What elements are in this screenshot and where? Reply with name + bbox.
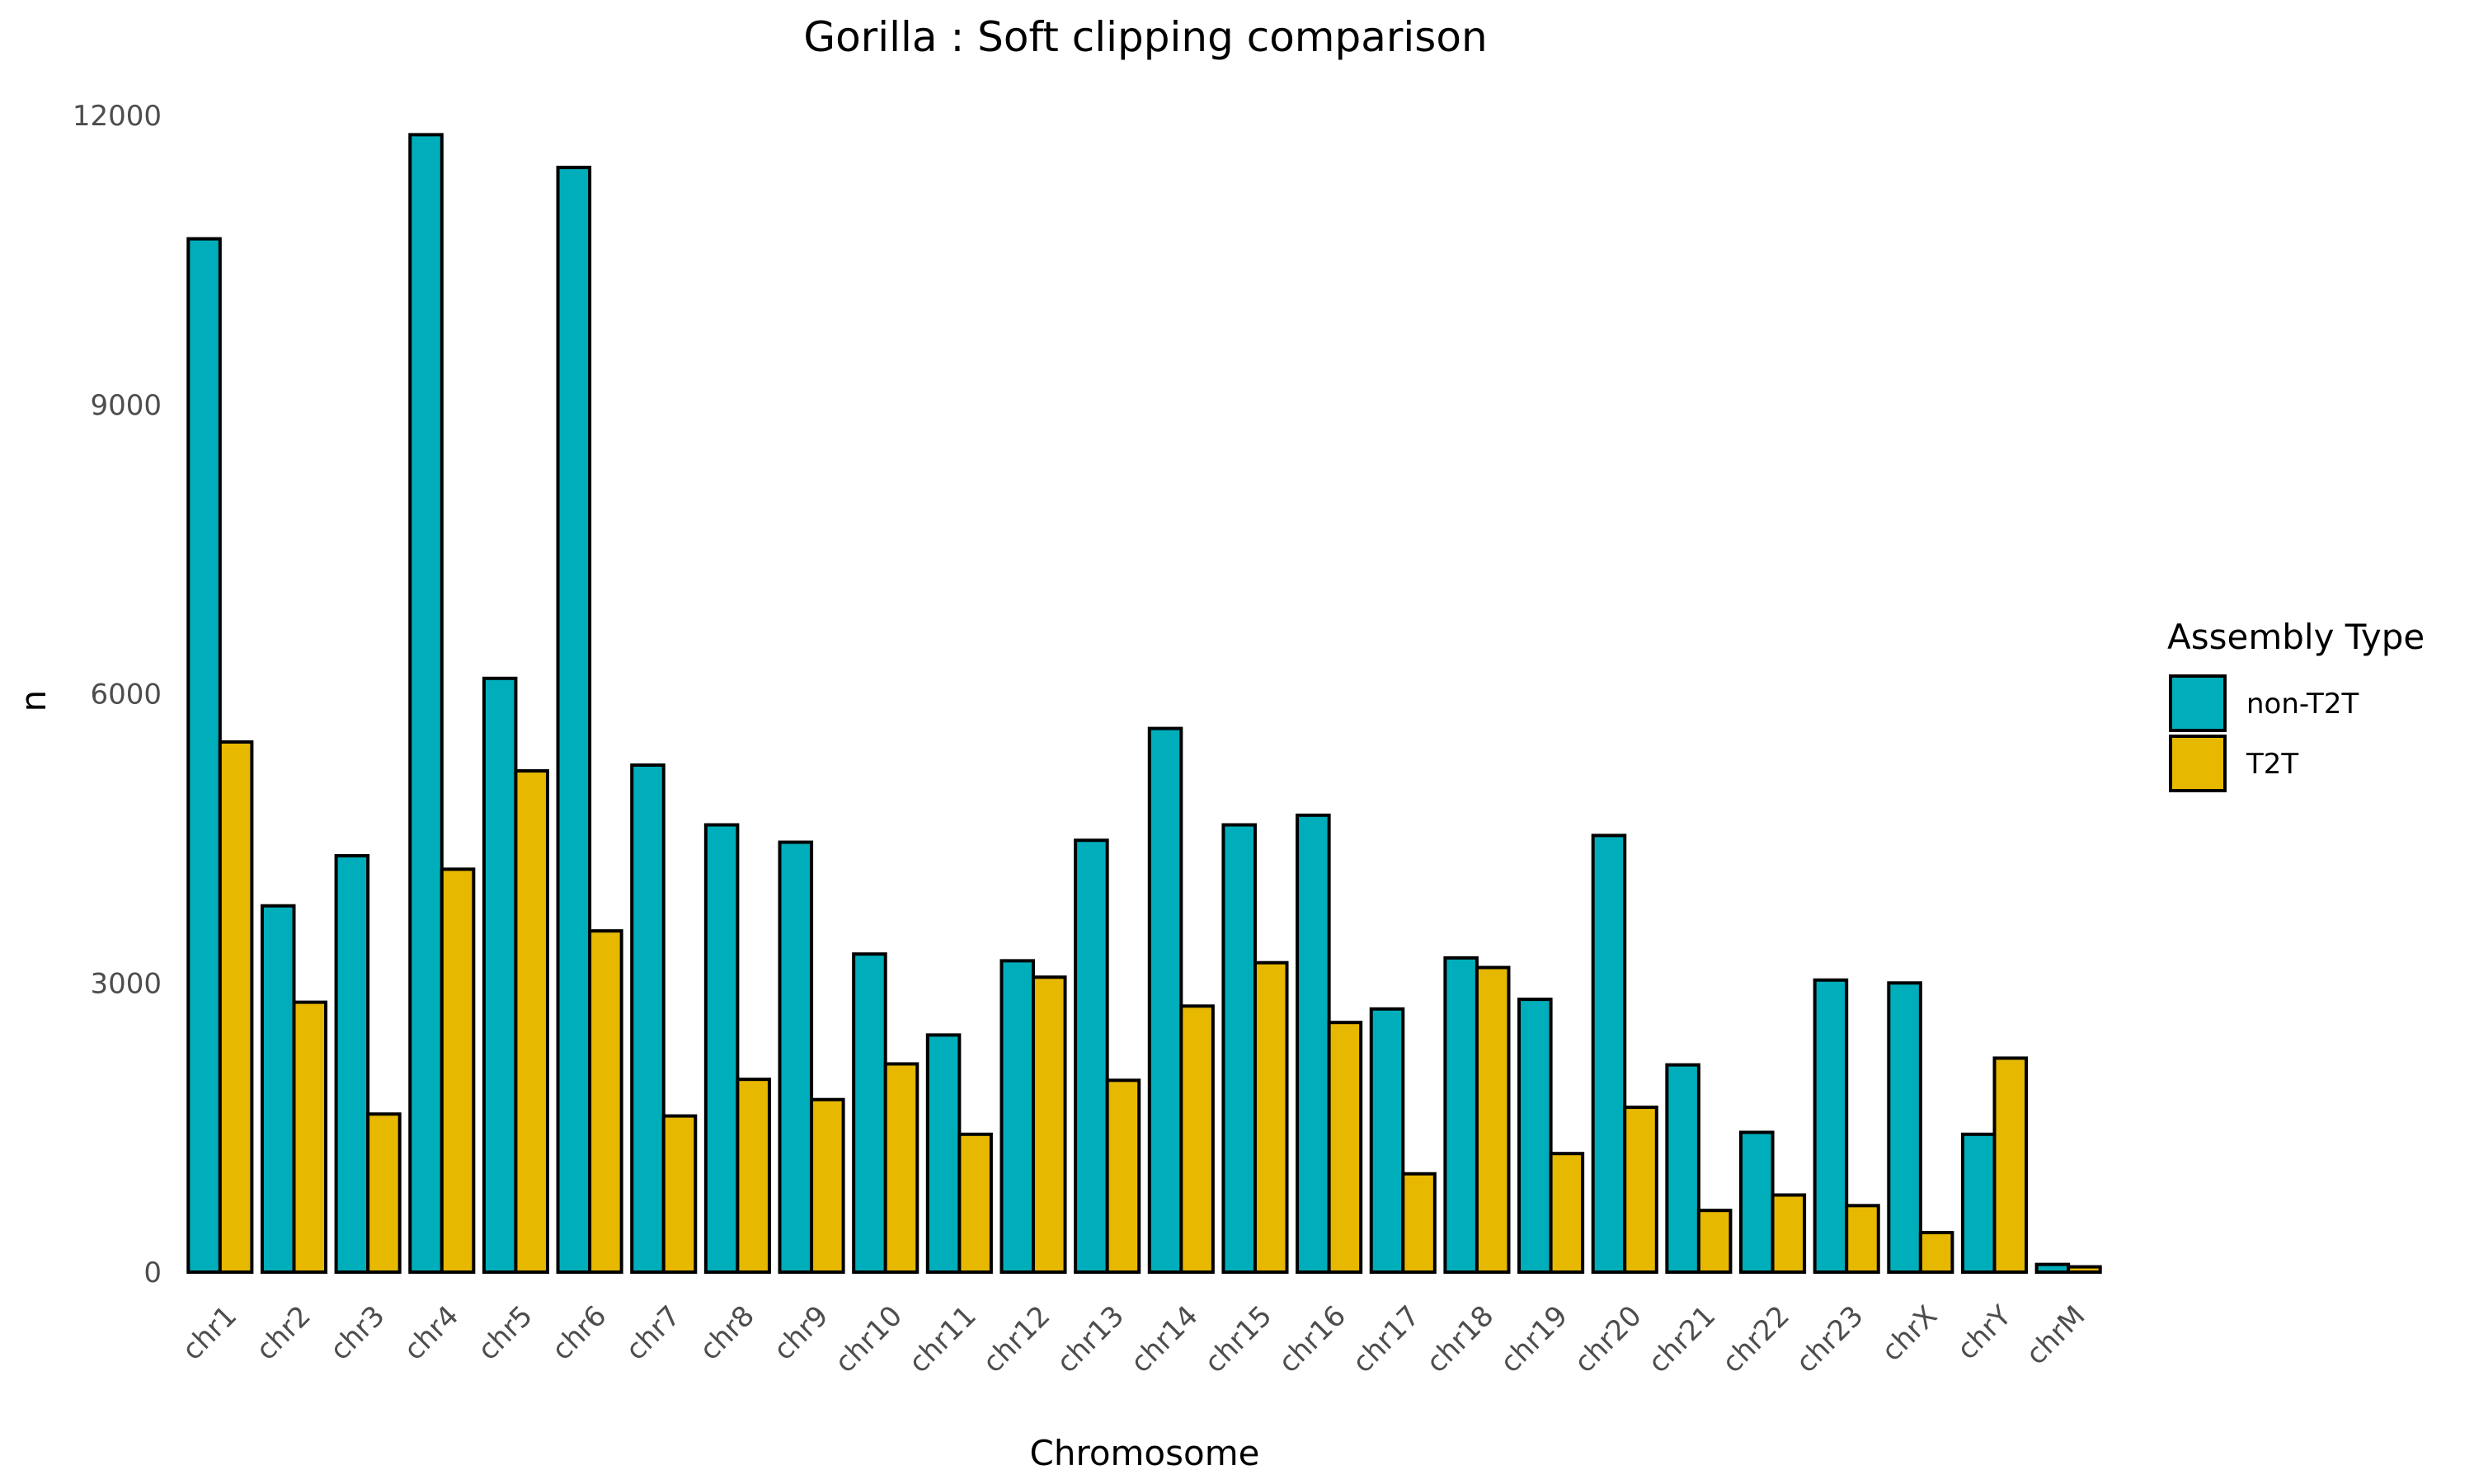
x-tick-label: chr22 [1716,1299,1796,1379]
bar-chr21-T2T [1696,1209,1733,1275]
x-tick-label: chr6 [546,1299,614,1367]
x-tick-label: chr21 [1642,1299,1722,1379]
bar-chr4-non-T2T [408,133,444,1274]
bar-chr8-non-T2T [703,823,740,1274]
x-tick-label: chrM [2020,1299,2091,1371]
x-tick-label: chr10 [829,1299,909,1379]
y-axis-title: n [13,690,54,712]
bar-chr13-T2T [1105,1078,1141,1274]
legend-key-T2T [2169,735,2227,792]
chart-title: Gorilla : Soft clipping comparison [803,13,1487,61]
x-tick-label: chr14 [1124,1299,1204,1379]
bar-chr21-non-T2T [1665,1063,1700,1274]
bar-chrM-T2T [2067,1265,2102,1274]
y-axis-ticks: 0 3000 6000 9000 12000 [73,100,162,1289]
bar-chr18-T2T [1475,965,1511,1275]
bars [186,133,2102,1275]
bar-chr17-T2T [1401,1172,1437,1274]
x-axis-ticks: chr1 chr2 chr3 chr4 chr5 chr6 chr7 chr8 chr9chr1… [176,1299,2091,1379]
bar-chr16-non-T2T [1296,813,1331,1274]
bar-chr10-T2T [883,1062,920,1274]
legend: Assembly Type non-T2T T2T [2167,617,2425,792]
x-tick-label: chr1 [176,1299,243,1367]
x-tick-label: chr18 [1420,1299,1500,1379]
bar-chr12-non-T2T [999,959,1036,1274]
bar-chr5-non-T2T [482,676,518,1274]
y-tick-label: 0 [143,1256,162,1289]
bar-chr3-T2T [366,1112,402,1275]
y-tick-label: 6000 [90,679,162,711]
legend-title: Assembly Type [2167,617,2425,657]
y-tick-label: 12000 [73,100,162,133]
bar-chrM-non-T2T [2034,1262,2071,1275]
x-tick-label: chr3 [324,1299,392,1367]
bar-chr9-non-T2T [778,840,814,1274]
bar-chr23-non-T2T [1813,978,1849,1274]
x-tick-label: chr7 [619,1299,687,1367]
x-tick-label: chr20 [1568,1299,1648,1379]
bar-chr9-T2T [810,1097,845,1274]
bar-chr19-non-T2T [1517,998,1553,1274]
x-tick-label: chr2 [250,1299,317,1367]
x-tick-label: chr13 [1051,1299,1131,1379]
bar-chrY-T2T [1992,1056,2029,1274]
bar-chr13-non-T2T [1074,838,1109,1274]
bar-chr17-non-T2T [1369,1007,1405,1274]
x-tick-label: chr15 [1198,1299,1278,1379]
bar-chr18-non-T2T [1443,956,1479,1274]
bar-chrY-non-T2T [1960,1132,1997,1275]
bar-chr2-T2T [292,1000,328,1274]
x-tick-label: chrX [1875,1299,1944,1368]
x-tick-label: chr23 [1790,1299,1870,1379]
bar-chr6-non-T2T [556,166,592,1274]
bar-chr20-non-T2T [1591,834,1627,1274]
legend-key-non-T2T [2169,674,2227,732]
x-tick-label: chr17 [1346,1299,1426,1379]
bar-chr20-T2T [1623,1106,1658,1274]
legend-label: T2T [2246,748,2298,781]
legend-label: non-T2T [2246,688,2359,721]
x-tick-label: chr4 [397,1299,465,1367]
bar-chr4-T2T [440,867,476,1275]
bar-chr14-T2T [1179,1004,1215,1275]
bar-chr22-non-T2T [1739,1130,1775,1274]
bar-chr10-non-T2T [852,952,887,1275]
x-tick-label: chr5 [472,1299,539,1367]
bar-chr5-T2T [514,769,549,1274]
x-tick-label: chr19 [1494,1299,1574,1379]
bar-chr6-T2T [588,929,623,1274]
bar-chr19-T2T [1549,1152,1585,1274]
bar-chr3-non-T2T [334,853,370,1275]
bar-chr22-T2T [1771,1193,1807,1274]
x-tick-label: chr11 [903,1299,983,1379]
x-tick-label: chr16 [1272,1299,1352,1379]
bar-chr16-T2T [1327,1021,1363,1274]
x-tick-label: chr8 [694,1299,761,1367]
bar-chr12-T2T [1032,975,1067,1274]
bar-chr14-non-T2T [1147,726,1183,1274]
x-axis-title: Chromosome [1030,1433,1260,1473]
x-tick-label: chr12 [976,1299,1056,1379]
bar-chr2-non-T2T [260,904,296,1274]
bar-chr11-non-T2T [925,1033,962,1274]
y-tick-label: 9000 [90,389,162,422]
bar-chr8-T2T [736,1078,771,1275]
bar-chrX-T2T [1918,1231,1954,1275]
bar-chr1-T2T [218,740,254,1274]
bar-chr7-T2T [661,1114,698,1274]
x-tick-label: chr9 [767,1299,835,1367]
bar-chr15-non-T2T [1221,823,1257,1274]
bar-chr23-T2T [1845,1204,1880,1274]
x-tick-label: chrY [1951,1299,2018,1366]
bar-chr7-non-T2T [630,763,666,1274]
bar-chrX-non-T2T [1887,981,1922,1274]
bar-chr11-T2T [957,1132,993,1275]
bar-chr15-T2T [1253,960,1289,1274]
y-tick-label: 3000 [90,967,162,1000]
bar-chr1-non-T2T [186,237,222,1274]
